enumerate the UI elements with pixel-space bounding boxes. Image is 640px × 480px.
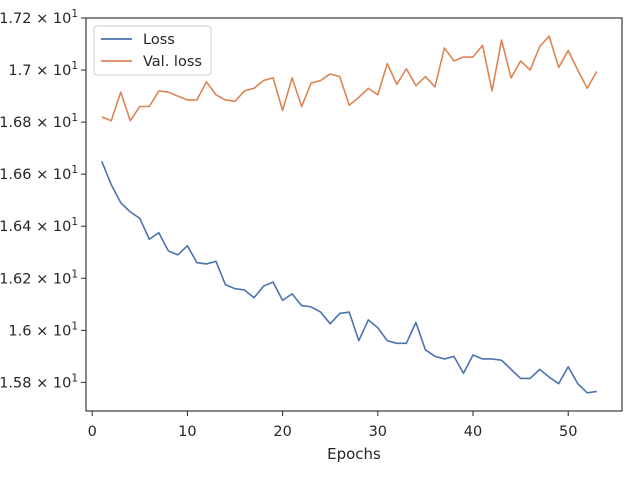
y-tick-mantissa: 1.68 × 10 — [0, 115, 71, 131]
x-tick-label: 30 — [369, 424, 387, 440]
x-tick-label: 40 — [464, 424, 482, 440]
y-tick-mantissa: 1.6 × 10 — [8, 323, 71, 339]
y-tick-exponent: 1 — [71, 8, 78, 20]
y-tick-label: 1.6 × 101 — [8, 320, 78, 339]
plot-background — [86, 18, 622, 411]
x-tick-label: 50 — [559, 424, 577, 440]
y-tick-exponent: 1 — [71, 372, 78, 384]
y-tick-mantissa: 1.7 × 10 — [8, 63, 71, 79]
y-tick-label: 1.66 × 101 — [0, 164, 78, 183]
y-tick-mantissa: 1.64 × 10 — [0, 219, 71, 235]
x-tick-label: 0 — [88, 424, 97, 440]
y-tick-exponent: 1 — [71, 112, 78, 124]
y-tick-label: 1.64 × 101 — [0, 216, 78, 235]
series-line-loss — [100, 160, 597, 394]
y-tick-label: 1.7 × 101 — [8, 60, 78, 79]
y-tick-mantissa: 1.62 × 10 — [0, 271, 71, 287]
x-axis: 0 10 20 30 40 50 — [88, 411, 577, 440]
y-tick-label: 1.58 × 101 — [0, 372, 78, 391]
x-axis-label: Epochs — [327, 445, 381, 463]
legend-label-val-loss: Val. loss — [143, 54, 202, 70]
y-tick-exponent: 1 — [71, 268, 78, 280]
legend: Loss Val. loss — [93, 25, 212, 76]
series-line-val-loss — [101, 35, 598, 122]
y-tick-exponent: 1 — [71, 164, 78, 176]
y-tick-label: 1.72 × 101 — [0, 8, 78, 27]
y-tick-mantissa: 1.58 × 10 — [0, 375, 71, 391]
plot-frame — [85, 17, 623, 412]
y-tick-label: 1.62 × 101 — [0, 268, 78, 287]
x-tick-label: 20 — [273, 424, 291, 440]
y-tick-exponent: 1 — [71, 60, 78, 72]
y-tick-exponent: 1 — [71, 320, 78, 332]
y-tick-mantissa: 1.66 × 10 — [0, 167, 71, 183]
y-tick-mantissa: 1.72 × 10 — [0, 11, 71, 27]
y-tick-exponent: 1 — [71, 216, 78, 228]
series-lines — [100, 35, 598, 394]
legend-label-loss: Loss — [143, 32, 175, 48]
x-tick-label: 10 — [178, 424, 196, 440]
y-tick-label: 1.68 × 101 — [0, 112, 78, 131]
